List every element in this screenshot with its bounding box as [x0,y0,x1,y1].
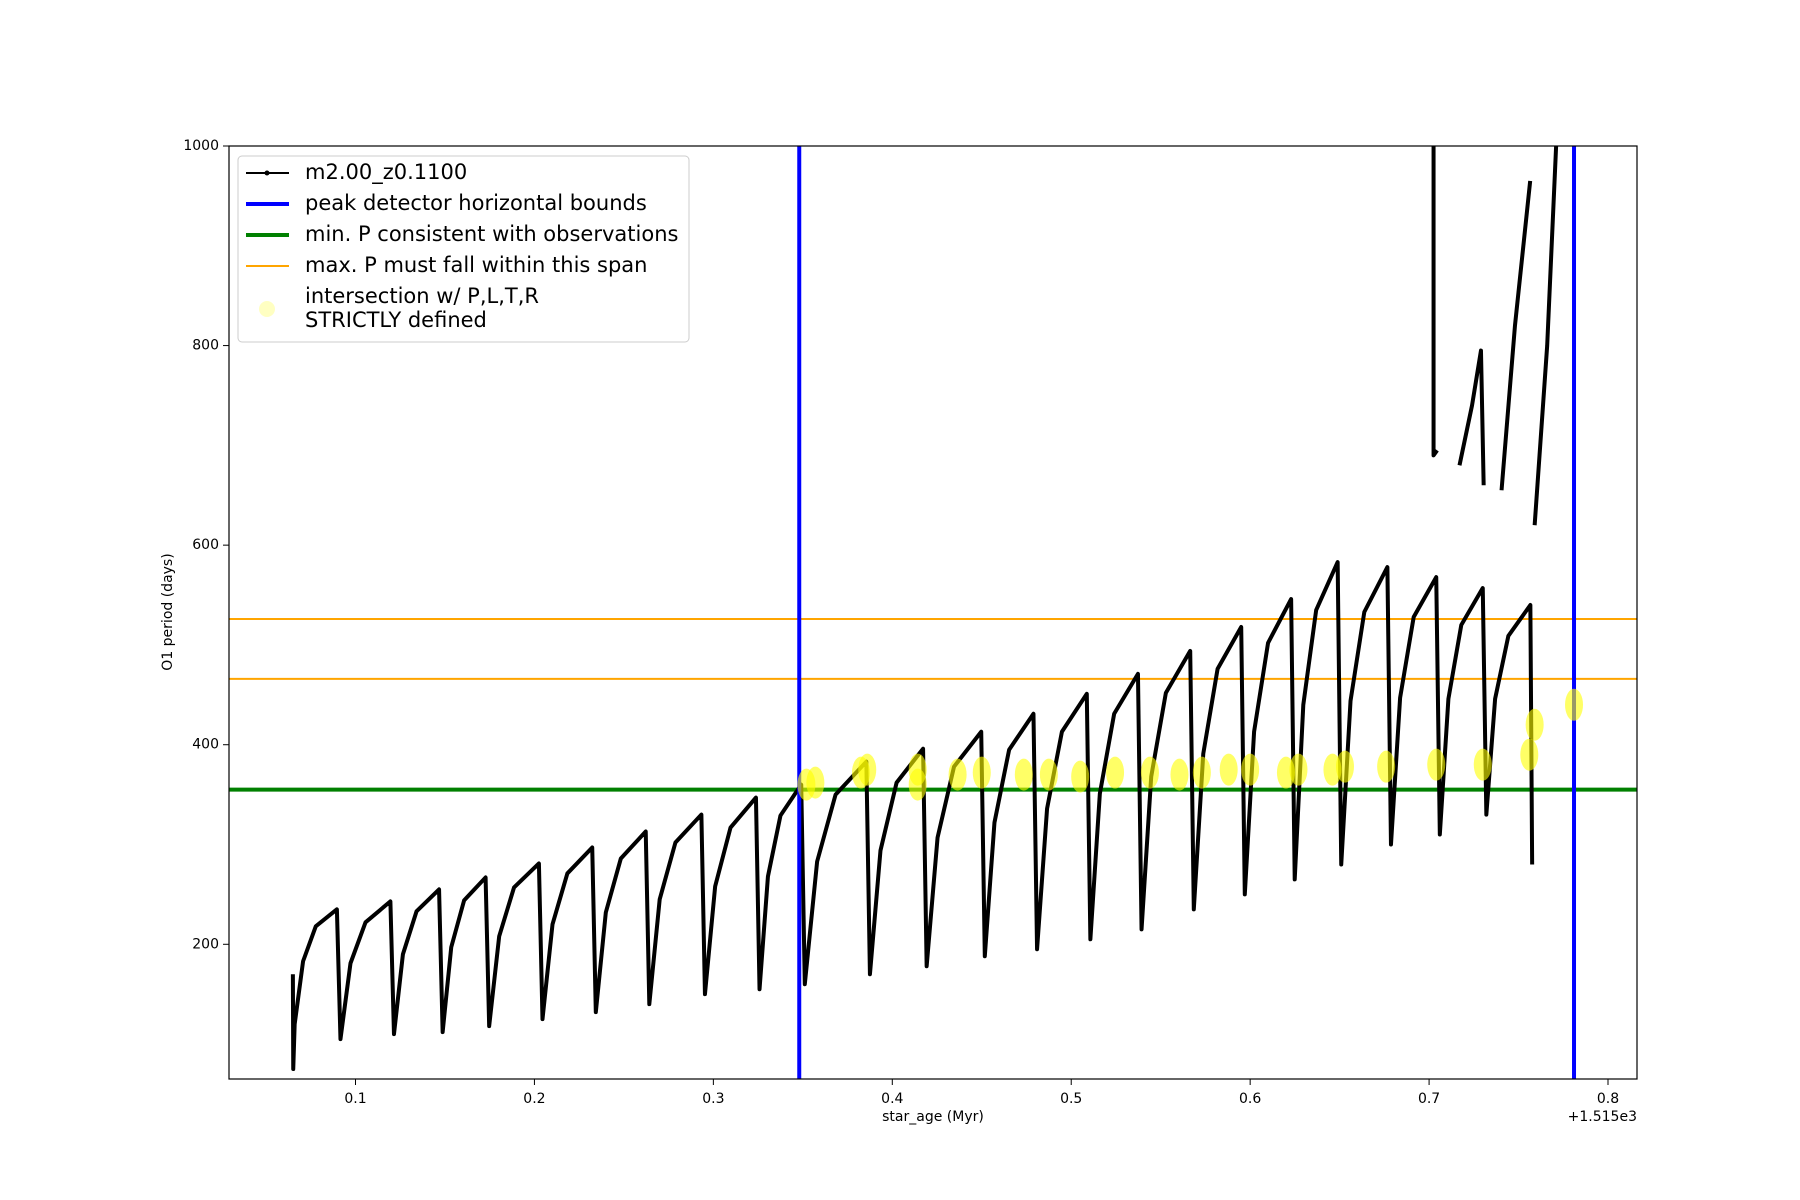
scatter-point [1140,756,1159,789]
scatter-point [1335,750,1354,783]
scatter-point [1219,753,1238,786]
y-tick-label: 200 [192,936,219,952]
scatter-point [858,753,877,786]
x-offset-text: +1.515e3 [1568,1109,1637,1125]
x-tick-label: 0.5 [1060,1091,1082,1107]
y-tick-label: 800 [192,338,219,354]
scatter-point [1192,756,1211,789]
scatter-point [1520,738,1539,771]
scatter-point [1377,750,1396,783]
legend-label: m2.00_z0.1100 [305,160,467,185]
x-tick-label: 0.3 [702,1091,724,1107]
scatter-point [1473,748,1492,781]
x-tick-label: 0.4 [881,1091,903,1107]
legend-box [237,155,690,343]
scatter-point [1427,748,1446,781]
scatter-point [1071,760,1090,793]
legend-label: max. P must fall within this span [305,253,647,277]
legend-marker [264,170,270,176]
scatter-point [1106,756,1125,789]
legend-label: peak detector horizontal bounds [305,191,647,215]
scatter-point [1241,753,1260,786]
x-tick-label: 0.6 [1239,1091,1261,1107]
scatter-point [1289,753,1308,786]
scatter-point [948,758,967,791]
y-tick-label: 400 [192,737,219,753]
series-line [290,146,1559,1072]
x-tick-label: 0.8 [1597,1091,1619,1107]
scatter-point [1170,758,1189,791]
x-tick-label: 0.7 [1418,1091,1440,1107]
y-axis-label: O1 period (days) [160,553,176,670]
legend-marker [259,301,275,317]
legend-label: min. P consistent with observations [305,222,678,246]
x-tick-label: 0.2 [523,1091,545,1107]
scatter-point [1565,688,1584,721]
y-tick-label: 1000 [183,138,219,154]
legend-label: intersection w/ P,L,T,R STRICTLY defined [305,284,539,332]
scatter-point [908,768,927,801]
scatter-point [1525,708,1544,741]
x-axis-label: star_age (Myr) [882,1109,984,1125]
axes-frame [228,145,1638,1080]
scatter-point [806,766,825,799]
x-tick-label: 0.1 [344,1091,366,1107]
scatter-point [972,756,991,789]
scatter-point [1014,758,1033,791]
plot-layer [229,146,1637,1079]
scatter-point [1039,758,1058,791]
y-tick-label: 600 [192,537,219,553]
